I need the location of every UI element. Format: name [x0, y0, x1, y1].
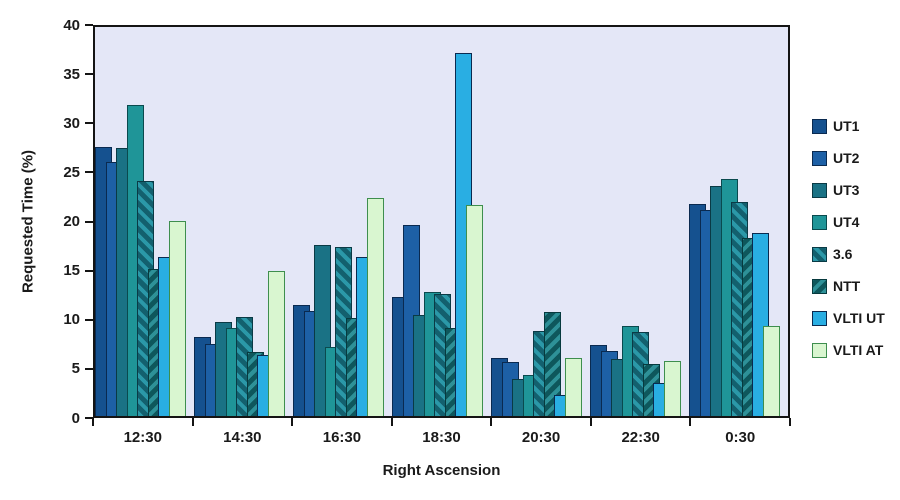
x-tick-mark: [191, 418, 194, 426]
y-tick-label-5: 5: [71, 360, 80, 378]
y-tick-label-25: 25: [63, 163, 80, 181]
legend-item-3-6: 3.6: [812, 246, 885, 262]
bar-vlti-at-1430: [267, 271, 285, 416]
legend-swatch-icon: [812, 342, 827, 358]
plot-area: [93, 25, 790, 418]
x-tick-label-1630: 16:30: [322, 429, 362, 446]
bar-vlti-at-1830: [465, 204, 483, 416]
x-tick-label-2030: 20:30: [521, 429, 561, 446]
x-tick-mark: [789, 418, 791, 426]
x-tick-label-2230: 22:30: [621, 429, 660, 446]
legend-item-ut1: UT1: [812, 118, 885, 134]
x-tick-mark: [589, 418, 592, 426]
legend-item-vlti-at: VLTI AT: [812, 342, 885, 358]
bar-vlti-at-2030: [564, 357, 582, 416]
legend-label: UT3: [833, 182, 860, 198]
x-tick-mark: [390, 418, 393, 426]
bar-ntt-2030: [543, 311, 561, 416]
legend-label: 3.6: [833, 246, 853, 262]
x-tick-label-030: 0:30: [725, 429, 756, 446]
legend-label: VLTI UT: [833, 310, 885, 326]
y-tick-mark: [85, 269, 93, 272]
legend-swatch-icon: [812, 118, 827, 134]
legend-item-vlti-ut: VLTI UT: [812, 310, 885, 326]
bar-vlti-at-1230: [168, 220, 186, 416]
bar-vlti-at-2230: [663, 360, 681, 416]
y-tick-mark: [85, 73, 93, 76]
y-tick-mark: [85, 318, 93, 321]
bar-vlti-at-030: [762, 325, 780, 416]
legend-swatch-icon: [812, 182, 827, 198]
x-axis-title: Right Ascension: [382, 462, 501, 479]
x-tick-mark: [92, 418, 94, 426]
legend-swatch-icon: [812, 150, 827, 166]
x-tick-label-1430: 14:30: [223, 429, 262, 446]
x-tick-label-1230: 12:30: [123, 429, 162, 446]
y-tick-label-20: 20: [63, 213, 80, 230]
y-tick-label-15: 15: [63, 262, 80, 280]
y-tick-mark: [85, 367, 93, 370]
y-tick-mark: [85, 122, 93, 125]
x-tick-mark: [689, 418, 692, 426]
x-tick-mark: [490, 418, 493, 426]
y-tick-label-35: 35: [63, 65, 80, 83]
legend-label: UT1: [833, 118, 860, 134]
y-tick-mark: [85, 171, 93, 174]
x-tick-label-1830: 18:30: [422, 429, 461, 446]
legend-swatch-icon: [812, 214, 827, 230]
legend-item-ut3: UT3: [812, 182, 885, 198]
legend: UT1 UT2 UT3 UT4 3.6 NTT VLTI UT VLTI AT: [812, 118, 885, 358]
y-tick-label-30: 30: [63, 114, 80, 132]
legend-swatch-icon: [812, 278, 827, 294]
legend-label: UT4: [833, 214, 860, 230]
legend-swatch-icon: [812, 310, 827, 326]
y-tick-label-10: 10: [63, 311, 80, 329]
bar-vlti-at-1630: [366, 198, 384, 416]
y-tick-mark: [85, 417, 93, 419]
y-tick-mark: [85, 220, 93, 223]
y-tick-label-40: 40: [63, 16, 80, 34]
x-tick-mark: [291, 418, 294, 426]
legend-label: NTT: [833, 278, 861, 294]
legend-item-ntt: NTT: [812, 278, 885, 294]
y-tick-label-0: 0: [71, 409, 80, 427]
legend-swatch-icon: [812, 246, 827, 262]
legend-item-ut4: UT4: [812, 214, 885, 230]
y-tick-mark: [85, 24, 93, 26]
legend-label: UT2: [833, 150, 860, 166]
legend-item-ut2: UT2: [812, 150, 885, 166]
legend-label: VLTI AT: [833, 342, 884, 358]
